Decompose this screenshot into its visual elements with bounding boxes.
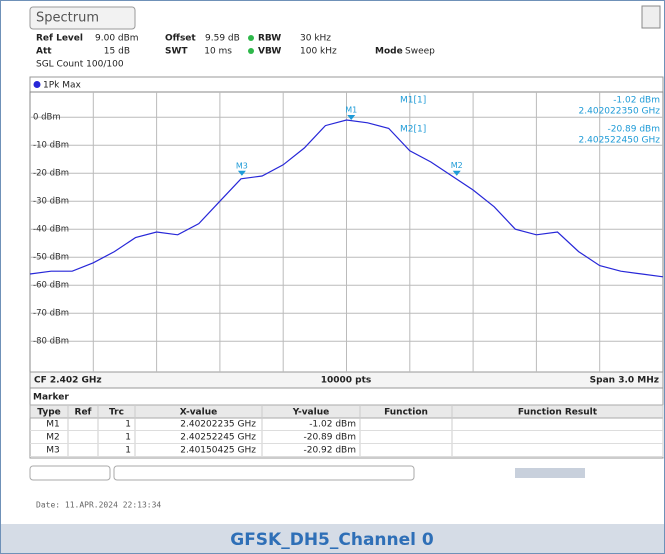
trace [29, 119, 664, 278]
cell-trc: 1 [125, 420, 131, 430]
coupling-dot [248, 48, 254, 54]
marker-name: M3 [236, 161, 248, 170]
cell-type: M1 [46, 420, 60, 430]
marker [347, 115, 356, 121]
y-tick-label: -30 dBm [33, 197, 69, 207]
column-header: Trc [109, 408, 124, 418]
trace-dot [33, 81, 41, 88]
y-tick-label: -50 dBm [33, 253, 69, 263]
tab[interactable] [29, 6, 136, 30]
tab-label: Spectrum [36, 11, 99, 26]
setting-value: 9.00 dBm [95, 34, 139, 44]
column-header: Type [37, 408, 60, 418]
cell-trc: 1 [125, 446, 131, 456]
y-tick-label: 0 dBm [33, 113, 61, 123]
column-header: Function Result [518, 408, 598, 418]
status-box [113, 465, 415, 481]
footer-left: CF 2.402 GHz [34, 376, 102, 386]
y-tick-label: -10 dBm [33, 141, 69, 151]
marker [452, 170, 461, 176]
date: Date: 11.APR.2024 22:13:34 [36, 501, 161, 510]
coupling-dot [248, 35, 254, 41]
readout-name: M1[1] [400, 96, 426, 106]
cell-trc: 1 [125, 433, 131, 443]
setting-key: SWT [165, 47, 188, 57]
cell-y: -1.02 dBm [309, 420, 356, 430]
setting-value: 100 kHz [300, 47, 337, 57]
y-tick-label: -40 dBm [33, 225, 69, 235]
cell-type: M2 [46, 433, 60, 443]
readout-name: M2[1] [400, 125, 426, 135]
count: SGL Count 100/100 [36, 60, 124, 70]
setting-value: 10 ms [204, 47, 232, 57]
setting-key: Ref Level [36, 34, 83, 44]
setting-key: RBW [258, 34, 281, 44]
column-header: Y-value [292, 408, 329, 418]
setting-value: Sweep [405, 47, 435, 57]
setting-key: Mode [375, 47, 403, 57]
cell-x: 2.40202235 GHz [180, 420, 256, 430]
caption: GFSK_DH5_Channel 0 [230, 530, 434, 550]
readout-freq: 2.402522450 GHz [579, 136, 661, 146]
marker-name: M2 [451, 161, 463, 170]
y-tick-label: -80 dBm [33, 337, 69, 347]
caption-band [1, 524, 664, 553]
setting-value: 9.59 dB [205, 34, 240, 44]
icon[interactable] [641, 5, 661, 29]
setting-key: VBW [258, 47, 281, 57]
marker [237, 170, 246, 176]
marker-name: M1 [345, 106, 357, 115]
setting-value: 15 dB [104, 47, 130, 57]
y-tick-label: -70 dBm [33, 309, 69, 319]
column-header: Ref [75, 408, 92, 418]
status-box [29, 465, 111, 481]
readout-value: -1.02 dBm [613, 96, 660, 106]
y-tick-label: -60 dBm [33, 281, 69, 291]
trace-label: 1Pk Max [43, 81, 82, 91]
footer-center: 10000 pts [321, 376, 372, 386]
column-header: Function [384, 408, 428, 418]
cell-y: -20.89 dBm [303, 433, 356, 443]
setting-value: 30 kHz [300, 34, 331, 44]
setting-key: Att [36, 47, 52, 57]
setting-key: Offset [165, 34, 196, 44]
status-bar [515, 468, 585, 478]
footer-right: Span 3.0 MHz [590, 376, 659, 386]
readout-freq: 2.402022350 GHz [579, 107, 661, 117]
readout-value: -20.89 dBm [607, 125, 660, 135]
column-header: X-value [180, 408, 217, 418]
table-title: Marker [33, 393, 69, 403]
y-tick-label: -20 dBm [33, 169, 69, 179]
cell-x: 2.40150425 GHz [180, 446, 256, 456]
cell-type: M3 [46, 446, 60, 456]
cell-y: -20.92 dBm [303, 446, 356, 456]
trace-bar [29, 76, 664, 93]
cell-x: 2.40252245 GHz [180, 433, 256, 443]
